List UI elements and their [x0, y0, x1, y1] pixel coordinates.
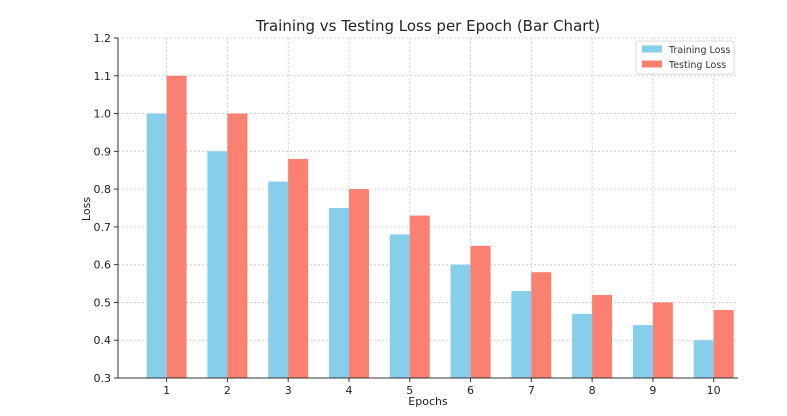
- y-tick-label: 0.7: [94, 221, 112, 234]
- y-tick-label: 1.1: [94, 70, 112, 83]
- bar-training-loss: [450, 264, 471, 378]
- axes: [114, 37, 738, 382]
- y-tick-label: 0.9: [94, 145, 112, 158]
- legend-label-training: Training Loss: [668, 45, 730, 56]
- x-tick-label: 8: [589, 384, 596, 397]
- chart-title: Training vs Testing Loss per Epoch (Bar …: [255, 17, 600, 35]
- bar-testing-loss: [348, 189, 369, 378]
- bar-testing-loss: [531, 272, 552, 378]
- bar-testing-loss: [409, 215, 430, 378]
- bar-testing-loss: [713, 310, 734, 378]
- legend-label-testing: Testing Loss: [668, 60, 726, 71]
- bar-training-loss: [511, 291, 532, 378]
- bar-testing-loss: [652, 302, 673, 378]
- legend-swatch-training: [642, 45, 662, 53]
- x-tick-label: 1: [163, 384, 170, 397]
- bar-testing-loss: [166, 75, 187, 379]
- bar-testing-loss: [227, 113, 248, 379]
- y-tick-label: 0.8: [94, 183, 112, 196]
- x-tick-label: 9: [649, 384, 656, 397]
- y-axis-label: Loss: [80, 197, 93, 221]
- bar-training-loss: [207, 151, 228, 378]
- y-tick-label: 0.5: [94, 296, 112, 309]
- bar-testing-loss: [288, 158, 309, 378]
- bar-training-loss: [693, 340, 714, 378]
- y-tick-label: 1.0: [94, 108, 112, 121]
- x-tick-label: 6: [467, 384, 474, 397]
- x-tick-label: 7: [528, 384, 535, 397]
- bar-testing-loss: [592, 294, 613, 378]
- tick-labels: 0.3 0.4 0.5 0.6 0.7 0.8 0.9 1.0 1.1 1.2 1 2 3 4 5 6 7 8 9 1…: [94, 32, 721, 397]
- bar-training-loss: [328, 208, 349, 378]
- x-tick-label: 2: [224, 384, 231, 397]
- x-tick-label: 10: [707, 384, 721, 397]
- x-tick-label: 4: [345, 384, 352, 397]
- y-tick-label: 0.4: [94, 334, 112, 347]
- bar-training-loss: [632, 325, 653, 378]
- bar-training-loss: [268, 181, 289, 378]
- bar-testing-loss: [470, 245, 491, 378]
- y-tick-label: 1.2: [94, 32, 112, 45]
- x-axis-label: Epochs: [408, 395, 448, 408]
- y-tick-label: 0.3: [94, 372, 112, 385]
- x-tick-label: 5: [406, 384, 413, 397]
- bar-training-loss: [146, 113, 167, 379]
- bar-training-loss: [389, 234, 410, 378]
- legend: Training Loss Testing Loss: [635, 40, 735, 75]
- bar-training-loss: [572, 313, 593, 378]
- bars: [146, 75, 734, 379]
- x-tick-label: 3: [285, 384, 292, 397]
- legend-swatch-testing: [642, 60, 662, 68]
- y-tick-label: 0.6: [94, 259, 112, 272]
